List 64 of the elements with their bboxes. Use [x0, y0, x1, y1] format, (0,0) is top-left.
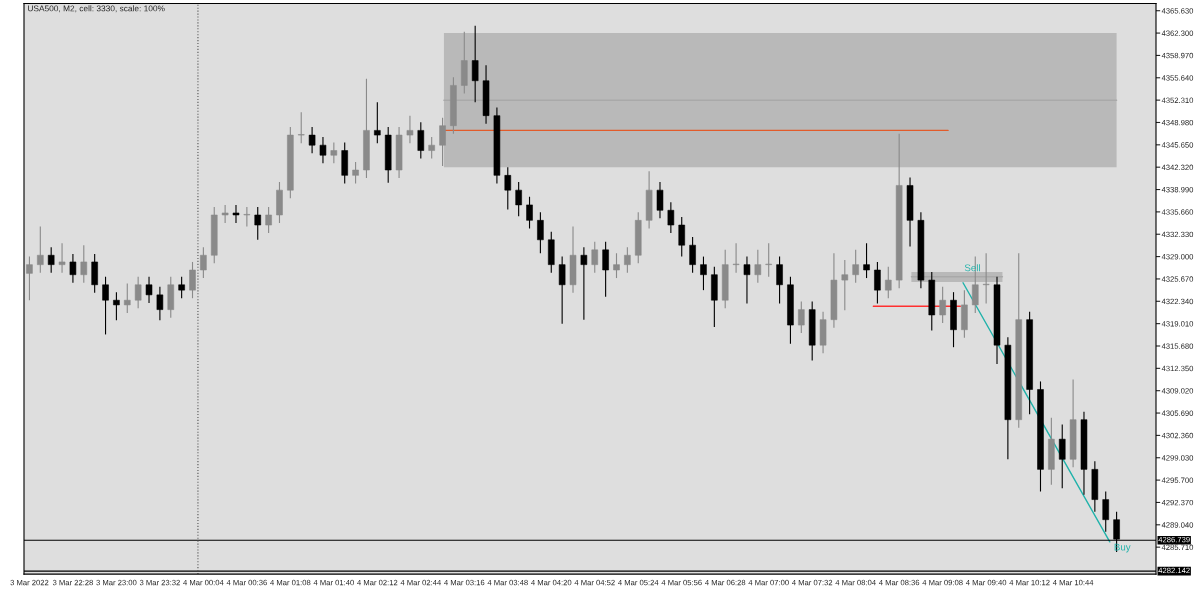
- candlestick: [308, 126, 316, 154]
- candlestick: [124, 282, 131, 314]
- candlestick: [939, 286, 946, 324]
- candlestick: [732, 242, 740, 274]
- candlestick: [134, 276, 142, 309]
- candlestick: [874, 261, 881, 305]
- candlestick: [37, 225, 44, 274]
- candlestick: [265, 206, 272, 234]
- candlestick: [80, 244, 88, 284]
- candlestick: [689, 236, 696, 274]
- candlestick: [156, 286, 164, 321]
- candlestick: [297, 111, 305, 144]
- candlestick: [558, 256, 566, 325]
- candlestick: [591, 241, 599, 274]
- candlestick: [58, 242, 66, 274]
- candlestick: [91, 253, 98, 294]
- candlestick: [374, 101, 381, 144]
- candlestick: [406, 115, 414, 144]
- candlestick: [504, 166, 512, 211]
- candlestick: [189, 261, 196, 299]
- candlestick: [743, 256, 751, 305]
- annotation: Sell: [964, 264, 980, 272]
- candlestick: [102, 276, 109, 336]
- candlestick: [754, 249, 762, 284]
- candlestick: [26, 256, 33, 301]
- candlestick: [798, 301, 805, 334]
- candlestick: [678, 216, 685, 258]
- candlestick: [69, 253, 77, 284]
- candlestick: [602, 241, 609, 298]
- candlestick: [352, 161, 359, 184]
- candlestick: [537, 211, 544, 254]
- candlestick: [776, 256, 783, 305]
- candlestick: [852, 249, 859, 284]
- candlestick: [243, 206, 251, 227]
- candlestick: [113, 291, 120, 321]
- candlestick: [47, 246, 55, 274]
- candlestick: [232, 204, 240, 224]
- candlestick: [471, 25, 479, 103]
- candlestick: [221, 204, 229, 224]
- candlestick: [178, 276, 185, 299]
- candlestick: [200, 246, 207, 279]
- candlestick: [667, 201, 675, 234]
- candlestick: [885, 266, 892, 299]
- candlestick: [1058, 423, 1066, 489]
- candlestick: [330, 141, 338, 164]
- chart-title: USA500, M2, cell: 3330, scale: 100%: [28, 5, 165, 13]
- candlestick: [515, 181, 522, 217]
- candlestick: [765, 242, 772, 278]
- candlestick: [526, 196, 533, 229]
- candlestick: [841, 259, 849, 311]
- candlestick: [613, 252, 620, 279]
- candlestick: [439, 117, 446, 167]
- candlestick: [700, 256, 707, 291]
- candlestick: [982, 252, 990, 305]
- candlestick: [145, 276, 153, 304]
- candlestick: [1102, 490, 1109, 533]
- candlestick: [580, 246, 588, 321]
- candlestick: [656, 181, 664, 219]
- candlestick: [417, 121, 425, 160]
- candlestick: [863, 242, 870, 279]
- candlestick: [254, 206, 262, 241]
- candlestick: [624, 246, 631, 274]
- candlestick: [319, 136, 327, 164]
- candlestick: [428, 136, 435, 160]
